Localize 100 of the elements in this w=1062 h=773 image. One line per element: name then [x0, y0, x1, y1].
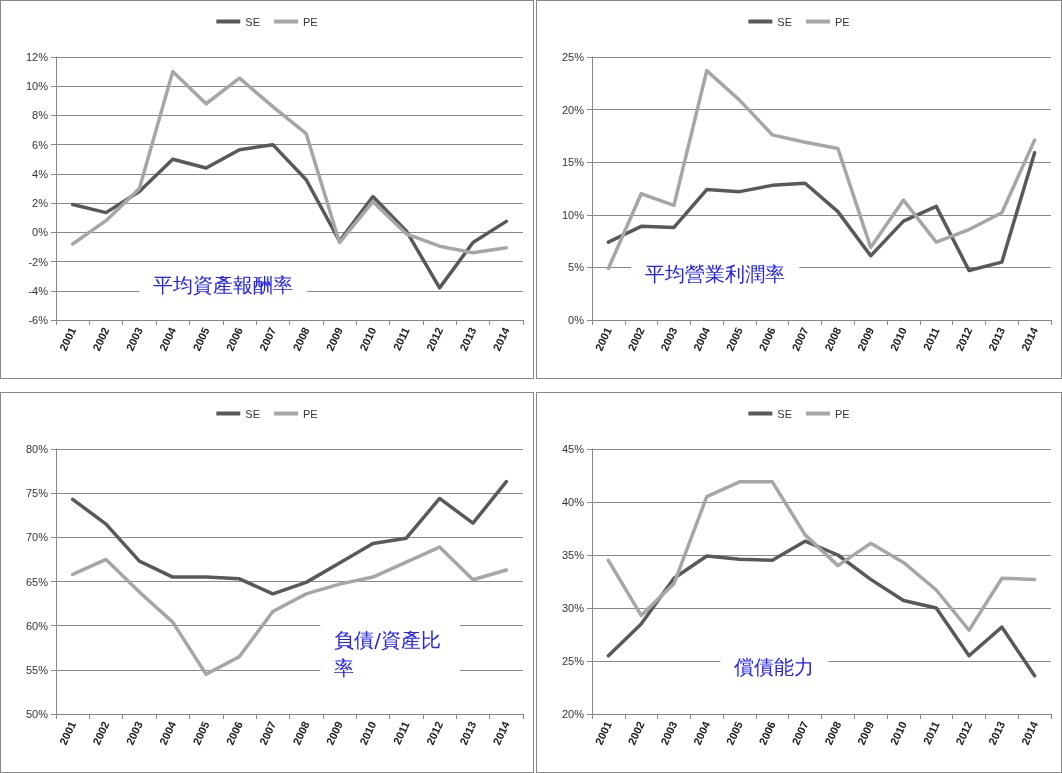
x-tick-label: 2002 — [625, 719, 647, 747]
y-tick-label: 2% — [32, 197, 49, 210]
x-tick-label: 2013 — [457, 325, 479, 353]
x-tick-label: 2007 — [257, 325, 279, 353]
y-tick-label: 35% — [561, 549, 585, 561]
legend-label: PE — [303, 407, 318, 420]
text: 平均資產報酬率 — [153, 272, 294, 297]
x-tick-label: 2006 — [756, 325, 778, 353]
x-tick-label: 2004 — [156, 718, 179, 747]
x-tick-label: 2011 — [920, 719, 942, 747]
x-tick-label: 2008 — [822, 719, 844, 747]
x-tick-label: 2006 — [756, 719, 778, 747]
x-tick-label: 2001 — [56, 719, 79, 747]
x-tick-label: 2013 — [986, 719, 1008, 747]
x-tick-label: 2009 — [854, 719, 877, 747]
x-tick-label: 2011 — [390, 325, 412, 353]
y-tick-label: 0% — [32, 226, 49, 239]
y-tick-label: 65% — [25, 575, 49, 588]
x-tick-label: 2006 — [223, 325, 245, 353]
x-tick-label: 2006 — [223, 719, 245, 747]
x-tick-label: 2008 — [290, 719, 312, 747]
x-tick-label: 2014 — [1018, 324, 1041, 353]
x-tick-label: 2005 — [190, 719, 212, 747]
x-tick-label: 2005 — [723, 719, 745, 747]
y-tick-label: 10% — [25, 80, 49, 93]
y-tick-label: 20% — [561, 708, 585, 720]
x-tick-label: 2014 — [1018, 718, 1041, 747]
x-tick-label: 2007 — [257, 719, 279, 747]
x-tick-label: 2004 — [690, 324, 713, 353]
legend-label: SE — [245, 407, 261, 420]
x-tick-label: 2013 — [986, 325, 1008, 353]
y-tick-label: 40% — [561, 496, 585, 508]
legend-label: SE — [245, 15, 261, 28]
x-tick-label: 2009 — [323, 325, 345, 353]
x-tick-label: 2004 — [156, 324, 179, 353]
x-tick-label: 2011 — [920, 325, 942, 353]
y-tick-label: 15% — [561, 156, 585, 169]
y-tick-label: 10% — [561, 208, 585, 221]
y-tick-label: 25% — [561, 51, 585, 63]
y-tick-label: -4% — [28, 284, 49, 297]
line-series — [70, 69, 509, 255]
x-tick-label: 2001 — [56, 325, 79, 353]
x-tick-label: 2002 — [90, 719, 112, 747]
x-tick-label: 2003 — [658, 719, 680, 747]
y-tick-label: 80% — [25, 443, 49, 455]
x-tick-label: 2005 — [723, 325, 745, 353]
x-tick-label: 2008 — [822, 325, 844, 353]
x-tick-label: 2010 — [357, 719, 379, 747]
text: 平均營業利潤率 — [645, 261, 786, 286]
y-tick-label: 70% — [25, 531, 49, 544]
x-tick-label: 2012 — [953, 719, 975, 747]
line-series — [70, 545, 509, 676]
y-tick-label: 12% — [25, 51, 49, 63]
y-tick-label: 30% — [561, 602, 585, 614]
x-tick-label: 2003 — [123, 719, 145, 747]
y-tick-label: 8% — [32, 109, 49, 122]
x-tick-label: 2012 — [953, 325, 975, 353]
x-tick-label: 2007 — [789, 325, 811, 353]
x-tick-label: 2003 — [658, 325, 680, 353]
text: 償債能力 — [734, 654, 815, 679]
text: 負債/資產比率 — [334, 628, 441, 681]
x-tick-label: 2010 — [357, 325, 379, 353]
legend-label: SE — [777, 15, 793, 28]
y-tick-label: 60% — [25, 619, 49, 632]
y-tick-label: 5% — [568, 261, 585, 274]
y-tick-label: -6% — [28, 314, 49, 326]
x-tick-label: 2010 — [887, 719, 909, 747]
x-tick-label: 2014 — [490, 324, 513, 353]
x-tick-label: 2011 — [390, 719, 412, 747]
y-tick-label: 45% — [561, 443, 585, 455]
x-tick-label: 2005 — [190, 325, 212, 353]
x-tick-label: 2003 — [123, 325, 145, 353]
x-tick-label: 2001 — [592, 325, 614, 353]
x-tick-label: 2012 — [423, 325, 446, 353]
y-tick-label: 6% — [32, 138, 49, 151]
x-tick-label: 2004 — [690, 718, 713, 747]
x-tick-label: 2010 — [887, 325, 909, 353]
legend-label: PE — [835, 15, 850, 28]
y-tick-label: 25% — [561, 655, 585, 667]
x-tick-label: 2001 — [592, 719, 614, 747]
x-tick-label: 2002 — [90, 325, 112, 353]
line-series — [70, 479, 509, 596]
x-tick-label: 2009 — [854, 325, 877, 353]
y-tick-label: 4% — [32, 167, 49, 180]
x-tick-label: 2014 — [490, 718, 513, 747]
y-tick-label: 55% — [25, 663, 49, 676]
y-tick-label: 75% — [25, 487, 49, 500]
x-tick-label: 2002 — [625, 325, 647, 353]
y-tick-label: 50% — [25, 708, 49, 720]
x-tick-label: 2012 — [423, 719, 446, 747]
y-tick-label: 20% — [561, 103, 585, 116]
x-tick-label: 2013 — [457, 719, 479, 747]
line-series — [606, 480, 1037, 633]
y-tick-label: -2% — [28, 255, 49, 268]
line-series — [606, 539, 1037, 678]
x-tick-label: 2008 — [290, 325, 312, 353]
legend-label: PE — [835, 407, 850, 420]
y-tick-label: 0% — [568, 314, 585, 326]
legend-label: SE — [777, 407, 793, 420]
x-tick-label: 2009 — [323, 719, 345, 747]
